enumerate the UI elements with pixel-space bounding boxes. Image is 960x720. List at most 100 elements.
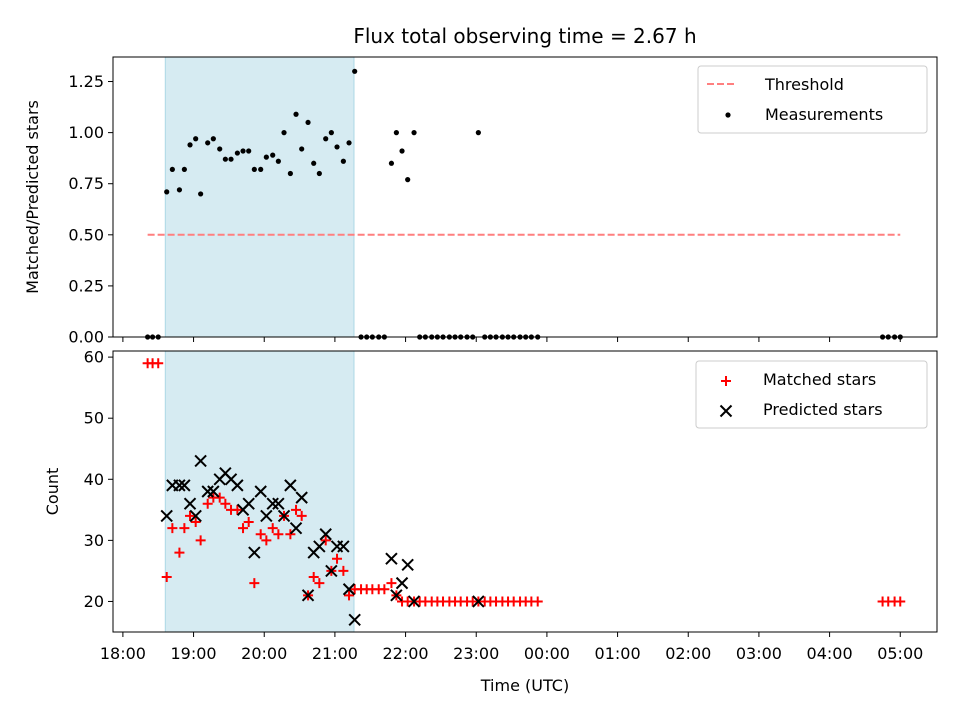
predicted-star-marker	[401, 558, 414, 572]
bottom-legend: Matched stars Predicted stars	[695, 360, 928, 429]
predicted-star-marker	[260, 509, 273, 523]
measurement-point	[328, 130, 334, 136]
x-tick-label: 00:00	[524, 644, 570, 663]
x-tick-label: 18:00	[100, 644, 146, 663]
matched-star-marker	[220, 498, 231, 509]
predicted-star-marker	[242, 497, 255, 510]
matched-star-marker	[195, 535, 206, 546]
legend-measurement-swatch	[725, 112, 731, 118]
matched-star-marker	[167, 523, 178, 534]
measurement-point	[193, 136, 199, 142]
matched-star-marker	[379, 584, 390, 595]
measurement-point	[393, 130, 399, 136]
legend-matched-swatch	[721, 376, 731, 386]
predicted-star-marker	[266, 497, 279, 510]
matched-star-marker	[267, 523, 278, 534]
predicted-star-marker	[254, 485, 267, 498]
y-tick-label: 1.25	[68, 72, 104, 91]
x-tick-label: 23:00	[453, 644, 499, 663]
matched-star-marker	[153, 358, 164, 369]
y-tick-label: 1.00	[68, 123, 104, 142]
predicted-stars-series	[160, 454, 485, 626]
matched-star-marker	[249, 578, 260, 589]
predicted-star-marker	[301, 589, 315, 602]
matched-star-marker	[320, 535, 331, 546]
measurement-point	[287, 170, 293, 177]
measurement-point	[240, 148, 246, 154]
matched-stars-series	[142, 358, 906, 607]
x-tick-label: 21:00	[312, 644, 358, 663]
measurement-point	[222, 156, 228, 162]
matched-star-marker	[214, 492, 225, 503]
top-legend: Threshold Measurements	[697, 65, 928, 134]
legend-box	[697, 65, 928, 134]
matched-star-marker	[344, 590, 355, 601]
measurement-point	[411, 130, 417, 136]
measurement-point	[388, 160, 395, 166]
predicted-star-marker	[407, 595, 421, 608]
matched-star-marker	[232, 504, 243, 515]
predicted-star-marker	[201, 485, 214, 498]
matched-star-marker	[314, 578, 325, 589]
bottom-y-ticks: 20 30 40 50 60	[84, 348, 113, 611]
predicted-star-marker	[295, 491, 308, 504]
measurement-point	[334, 144, 340, 150]
matched-star-marker	[308, 572, 319, 583]
matched-star-marker	[202, 498, 213, 509]
matched-star-marker	[285, 529, 296, 540]
predicted-star-marker	[390, 589, 403, 602]
measurement-point	[311, 160, 317, 166]
top-measurements	[145, 68, 903, 340]
matched-star-marker	[255, 529, 266, 540]
matched-star-marker	[185, 510, 196, 521]
matched-star-marker	[179, 523, 190, 534]
bottom-y-axis-label: Count	[43, 468, 62, 516]
y-tick-label: 20	[84, 592, 104, 611]
matched-star-marker	[161, 572, 172, 583]
matched-star-marker	[190, 517, 201, 528]
measurement-point	[217, 146, 223, 152]
predicted-star-marker	[385, 552, 398, 565]
top-panel: Flux total observing time = 2.67 h 0.000…	[23, 24, 938, 347]
measurement-point	[275, 158, 281, 164]
legend-predicted-swatch	[719, 404, 733, 418]
measurement-point	[352, 68, 358, 74]
measurement-point	[340, 158, 346, 164]
measurement-point	[293, 111, 299, 117]
measurement-point	[270, 152, 276, 158]
y-tick-label: 0.50	[68, 225, 104, 244]
measurement-point	[181, 166, 187, 173]
matched-star-marker	[895, 596, 906, 607]
top-x-ticks	[122, 337, 901, 342]
top-y-ticks: 0.00 0.25 0.50 0.75 1.00 1.25	[68, 72, 113, 347]
y-tick-label: 0.00	[68, 328, 104, 347]
legend-box	[695, 360, 928, 429]
measurement-point	[246, 148, 252, 154]
x-tick-label: 01:00	[595, 644, 641, 663]
measurement-point	[405, 177, 411, 183]
predicted-star-marker	[337, 540, 350, 553]
measurement-point	[251, 166, 257, 173]
x-tick-label: 02:00	[665, 644, 711, 663]
x-tick-label: 22:00	[383, 644, 429, 663]
bottom-x-ticks: 18:00 19:00 20:00 21:00 22:00 23:00 00:00 01:00…	[100, 632, 923, 663]
measurement-point	[346, 140, 352, 146]
y-tick-label: 0.75	[68, 174, 104, 193]
y-tick-label: 50	[84, 409, 104, 428]
y-tick-label: 30	[84, 531, 104, 550]
bottom-axes-frame	[112, 350, 938, 633]
measurement-point	[258, 166, 264, 173]
y-tick-label: 60	[84, 348, 104, 367]
top-axes-frame	[112, 56, 938, 338]
measurement-point	[187, 142, 193, 148]
matched-star-marker	[261, 535, 272, 546]
measurement-point	[205, 140, 211, 146]
measurement-point	[164, 189, 170, 195]
legend-matched-label: Matched stars	[763, 370, 876, 389]
matched-star-marker	[332, 553, 343, 564]
measurement-point	[228, 156, 234, 162]
matched-star-marker	[532, 596, 543, 607]
x-tick-label: 03:00	[736, 644, 782, 663]
bottom-panel: 20 30 40 50 60 18:00 19:00 20:00 21:00 22:00 23:0…	[43, 348, 938, 695]
predicted-star-marker	[194, 454, 207, 468]
